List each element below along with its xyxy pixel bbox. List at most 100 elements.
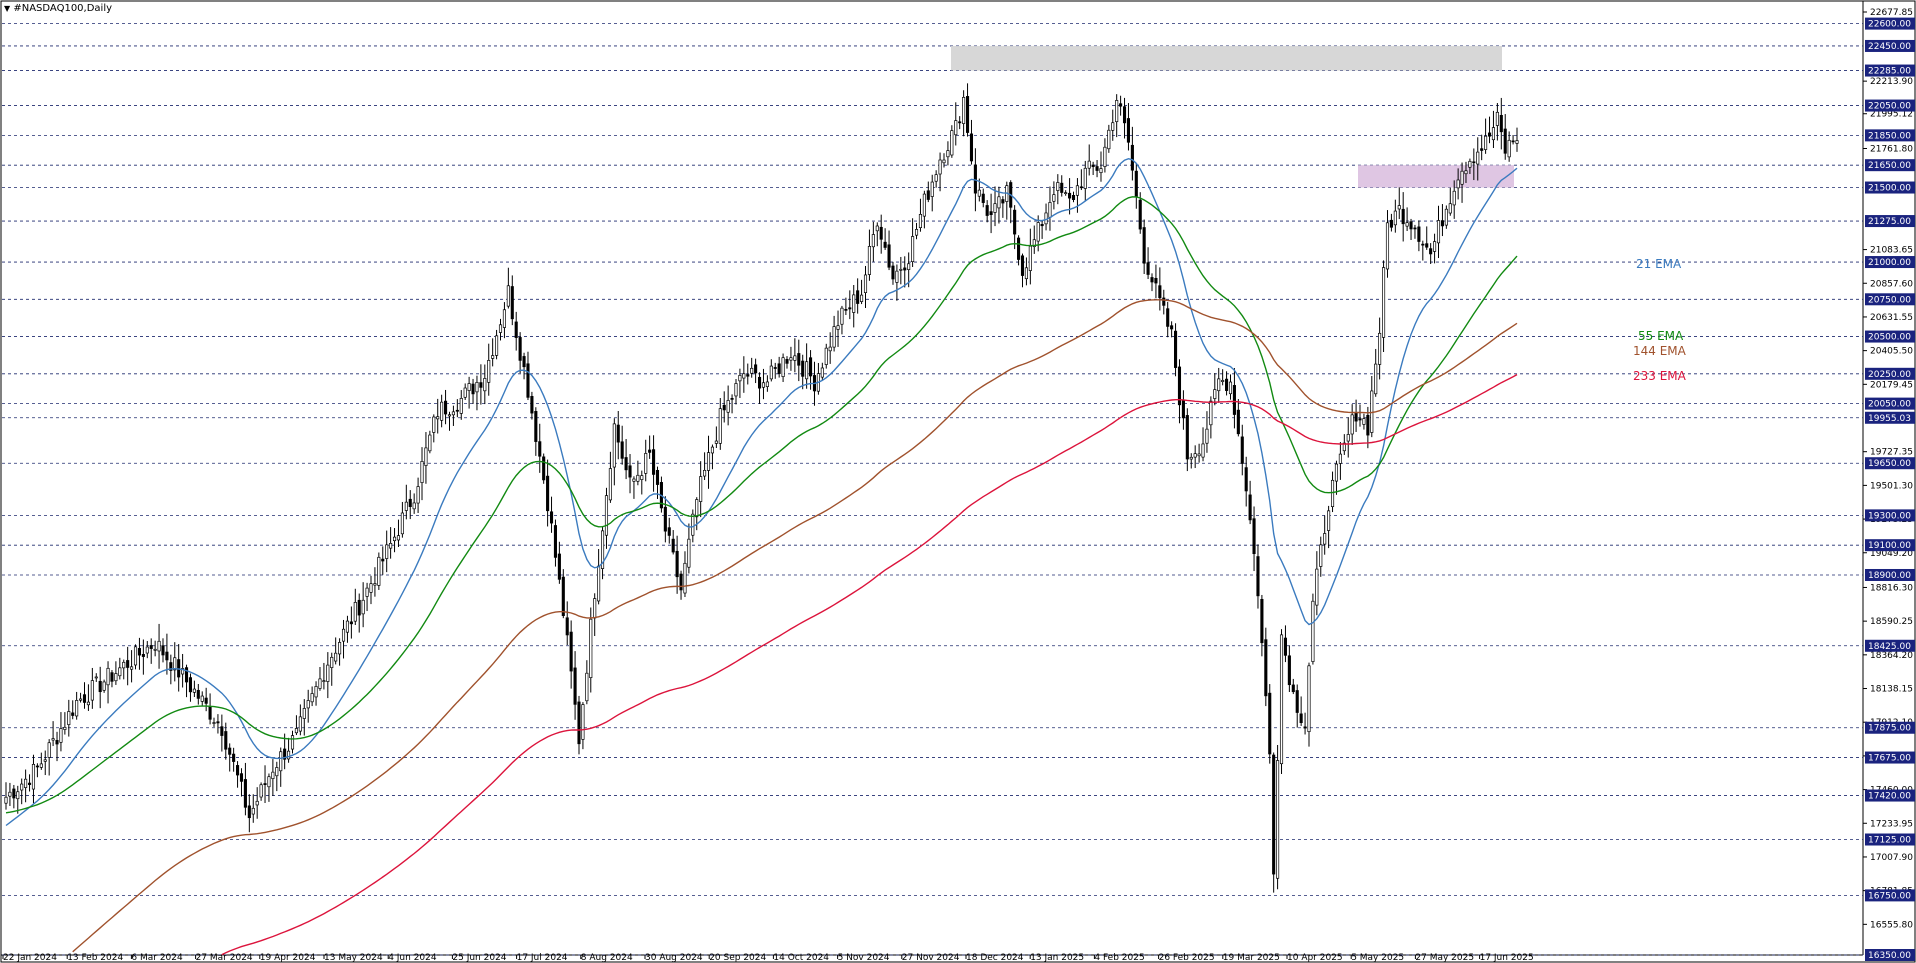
candle-body — [1507, 139, 1511, 158]
level-label-box — [1865, 215, 1915, 228]
candle-body — [67, 711, 71, 726]
candle-body — [1087, 160, 1091, 169]
candle-body — [475, 382, 479, 393]
level-label-box — [1865, 568, 1915, 581]
candle-body — [181, 668, 185, 675]
level-label-box — [1865, 159, 1915, 172]
candle-body — [1154, 277, 1158, 284]
candle-body — [224, 731, 228, 750]
x-tick-label: 26 Feb 2025 — [1159, 953, 1215, 963]
candle-body — [1303, 726, 1307, 729]
candle-body — [1480, 148, 1484, 151]
candle-body — [416, 486, 420, 504]
triangle-down-icon[interactable]: ▼ — [4, 4, 11, 13]
candle-body — [498, 324, 503, 333]
y-tick-label: 20179.45 — [1870, 380, 1913, 390]
level-label-box — [1865, 39, 1915, 52]
candle-body — [1374, 363, 1378, 395]
candle-body — [1436, 220, 1441, 244]
candle-body — [1358, 418, 1362, 421]
candle-body — [1083, 167, 1087, 189]
candle-body — [726, 400, 730, 413]
candle-body — [392, 536, 397, 542]
candle-body — [836, 325, 840, 330]
candle-body — [27, 782, 32, 785]
candle-body — [290, 735, 295, 750]
candle-body — [930, 181, 934, 197]
candle-body — [640, 475, 644, 480]
candle-body — [848, 307, 852, 310]
x-tick-label: 30 Aug 2024 — [645, 953, 703, 963]
candle-body — [534, 411, 538, 442]
level-label: 19650.00 — [1868, 459, 1911, 469]
candle-body — [396, 535, 401, 541]
candle-body — [502, 309, 506, 328]
x-tick-label: 27 Nov 2024 — [902, 953, 960, 963]
candle-body — [71, 712, 75, 716]
candle-body — [349, 621, 353, 625]
candle-body — [958, 121, 962, 124]
candle-body — [1468, 160, 1472, 168]
candle-body — [793, 355, 797, 361]
candle-body — [757, 376, 762, 389]
candle-body — [377, 556, 381, 586]
candle-body — [553, 525, 558, 558]
level-label: 21500.00 — [1868, 184, 1911, 194]
candle-body — [1299, 713, 1303, 724]
x-tick-label: 5 May 2025 — [1351, 953, 1404, 963]
y-tick-label: 20857.60 — [1870, 279, 1913, 289]
candle-body — [875, 225, 879, 232]
candle-body — [1433, 241, 1437, 252]
candle-body — [436, 416, 440, 420]
candle-body — [459, 398, 463, 414]
candle-body — [247, 805, 251, 819]
candle-body — [1338, 453, 1342, 464]
candle-body — [1272, 754, 1276, 875]
chart-title: ▼ #NASDAQ100,Daily — [4, 3, 112, 14]
candle-body — [1166, 308, 1170, 327]
support-zone — [1358, 165, 1514, 188]
candle-body — [208, 706, 212, 720]
y-tick-label: 17233.95 — [1870, 819, 1913, 829]
candle-body — [1499, 114, 1503, 133]
candle-body — [1417, 226, 1421, 242]
level-label: 16350.00 — [1868, 951, 1911, 961]
candle-body — [102, 681, 106, 691]
candle-body — [1209, 400, 1213, 426]
level-label: 19100.00 — [1868, 541, 1911, 551]
candle-body — [310, 693, 314, 703]
candle-body — [962, 96, 966, 124]
candle-body — [75, 700, 79, 717]
level-label-box — [1865, 397, 1915, 410]
y-tick-label: 18364.20 — [1870, 651, 1913, 661]
x-tick-label: 10 Apr 2025 — [1287, 953, 1343, 963]
candle-body — [1334, 463, 1339, 482]
candle-body — [283, 748, 287, 760]
candle-body — [63, 726, 67, 730]
candle-body — [90, 680, 94, 701]
candle-body — [412, 502, 416, 510]
candle-body — [667, 527, 671, 536]
candle-body — [616, 424, 620, 443]
ema-label-55: 55 EMA — [1638, 329, 1684, 343]
candle-body — [746, 374, 750, 377]
candle-body — [683, 562, 687, 594]
candle-body — [1425, 243, 1429, 248]
x-tick-label: 20 Sep 2024 — [709, 953, 766, 963]
level-label: 18900.00 — [1868, 571, 1911, 581]
candle-body — [173, 657, 177, 671]
candle-body — [1315, 568, 1319, 606]
candle-body — [1068, 192, 1072, 199]
candle-body — [153, 648, 157, 651]
candle-body — [467, 383, 471, 391]
candle-body — [408, 498, 412, 507]
candle-body — [1146, 262, 1150, 275]
candle-body — [1060, 182, 1064, 193]
candle-body — [1181, 400, 1185, 419]
candle-body — [455, 409, 459, 412]
candle-body — [157, 640, 161, 652]
level-label-box — [1865, 751, 1915, 764]
candle-body — [1111, 122, 1115, 131]
x-tick-label: 14 Oct 2024 — [773, 953, 829, 963]
